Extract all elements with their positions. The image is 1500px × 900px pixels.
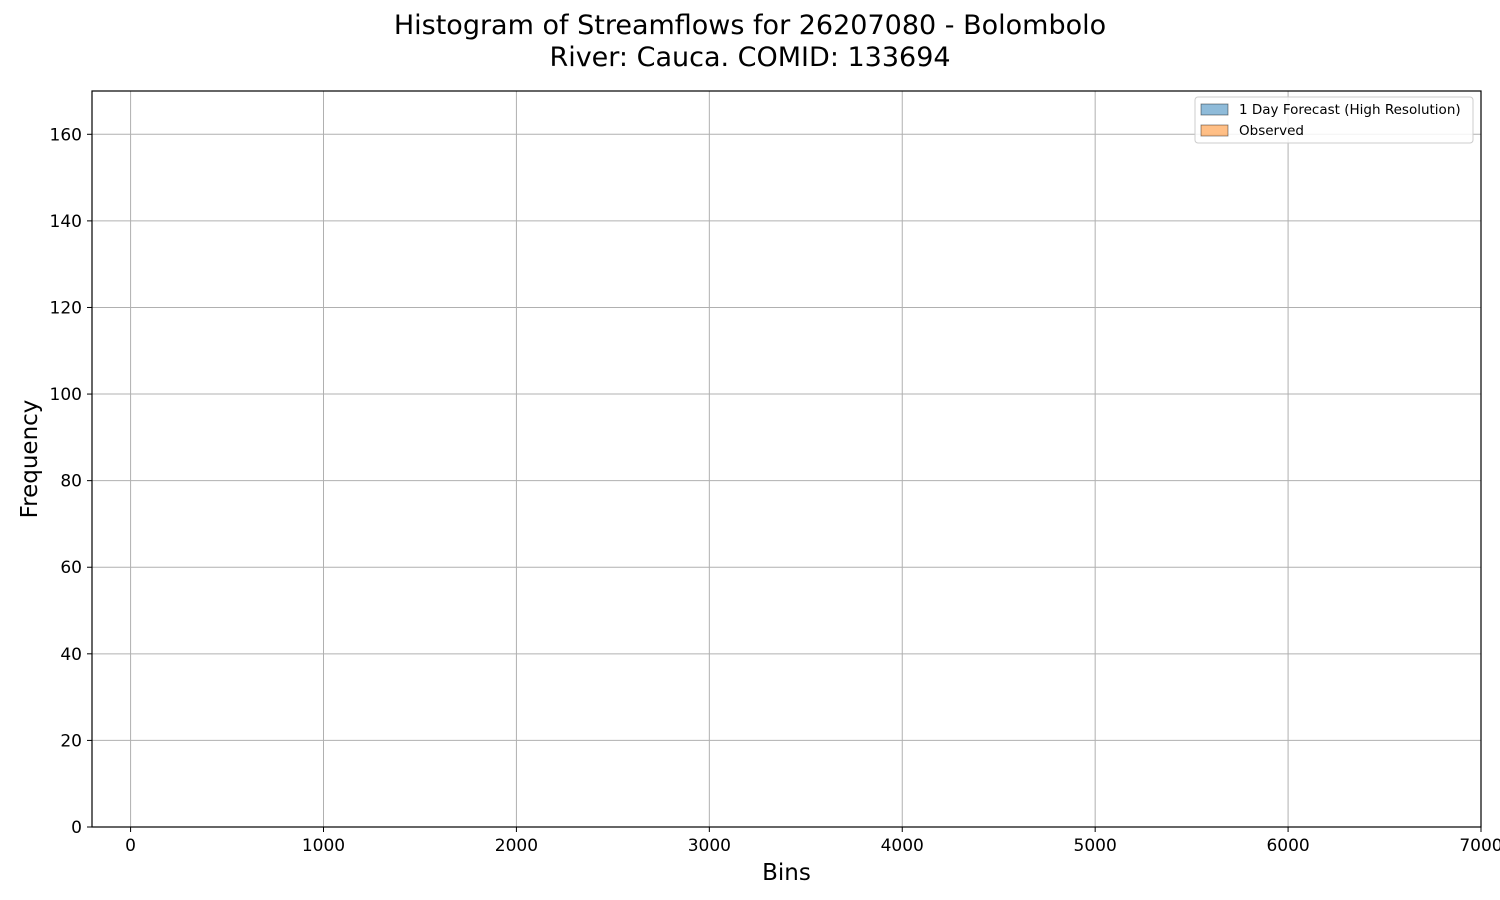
y-tick-label: 160 [50, 125, 82, 145]
y-axis-label: Frequency [17, 400, 43, 519]
y-tick-label: 80 [60, 472, 82, 492]
x-tick-label: 0 [125, 836, 136, 856]
legend-label-forecast: 1 Day Forecast (High Resolution) [1239, 102, 1461, 118]
legend: 1 Day Forecast (High Resolution) Observed [1194, 96, 1474, 144]
legend-box [1194, 96, 1474, 144]
grid-layer [92, 91, 1482, 828]
y-tick-label: 40 [60, 645, 82, 665]
chart-title-line-2: River: Cauca. COMID: 133694 [549, 42, 951, 73]
chart-title-line-1: Histogram of Streamflows for 26207080 - … [393, 10, 1107, 41]
x-tick-label: 4000 [881, 836, 924, 856]
x-tick-label: 3000 [688, 836, 731, 856]
x-tick-label: 1000 [302, 836, 345, 856]
y-tick-label: 60 [60, 558, 82, 578]
y-tick-label: 0 [71, 818, 82, 838]
y-tick-label: 20 [60, 731, 82, 751]
y-tick-label: 140 [50, 212, 82, 232]
x-tick-label: 6000 [1266, 836, 1309, 856]
x-tick-label: 2000 [495, 836, 538, 856]
x-tick-label: 5000 [1074, 836, 1117, 856]
y-tick-label: 120 [50, 298, 82, 318]
x-axis-label: Bins [762, 860, 811, 886]
legend-swatch-observed [1200, 124, 1229, 137]
plot-frame [91, 90, 1482, 828]
legend-label-observed: Observed [1239, 123, 1304, 139]
x-tick-label: 7000 [1459, 836, 1500, 856]
legend-swatch-forecast [1200, 103, 1229, 116]
y-tick-label: 100 [50, 385, 82, 405]
axes-layer: 0 1000 2000 3000 4000 5000 6000 7000 0 20 40 60 80 10… [17, 90, 1500, 886]
